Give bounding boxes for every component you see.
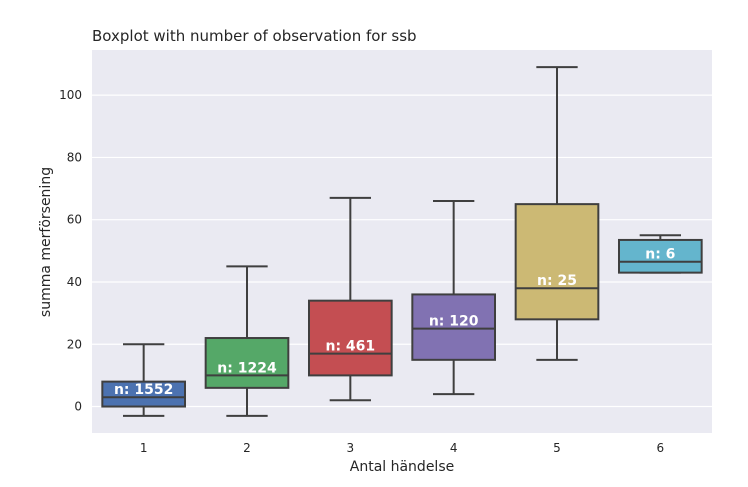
x-tick-label-5: 5	[553, 441, 561, 455]
y-tick-labels: 0 20 40 60 80 100	[59, 88, 82, 413]
n-label-2: n: 1224	[217, 360, 277, 376]
x-axis-label: Antal händelse	[350, 459, 454, 475]
box-4	[411, 200, 497, 396]
n-label-4: n: 120	[429, 314, 479, 330]
y-tick-label-100: 100	[59, 88, 82, 102]
y-tick-label-40: 40	[67, 275, 82, 289]
box-5	[514, 66, 600, 361]
box-1	[101, 343, 186, 417]
y-tick-label-20: 20	[67, 337, 82, 351]
iqr-box-2	[204, 337, 290, 389]
n-label-6: n: 6	[645, 247, 675, 263]
iqr-box-3	[308, 299, 393, 377]
iqr-box-5	[514, 203, 600, 321]
y-tick-label-60: 60	[67, 213, 82, 227]
x-tick-label-6: 6	[657, 441, 665, 455]
x-tick-label-4: 4	[450, 441, 458, 455]
n-label-1: n: 1552	[114, 382, 173, 398]
iqr-box-4	[411, 293, 497, 361]
iqr-box-1	[101, 380, 186, 408]
y-axis-label: summa merförsening	[38, 167, 54, 317]
x-tick-label-2: 2	[243, 441, 251, 455]
y-tick-label-80: 80	[67, 150, 82, 164]
chart-title: Boxplot with number of observation for s…	[92, 27, 417, 45]
plot-background	[92, 50, 712, 433]
x-tick-labels: 1 2 3 4 5 6	[140, 441, 664, 455]
box-6	[618, 234, 703, 274]
box-3	[308, 196, 393, 402]
boxes	[101, 66, 703, 417]
n-label-5: n: 25	[537, 273, 577, 289]
y-tick-label-0: 0	[74, 400, 82, 414]
box-2	[204, 265, 290, 417]
iqr-box-6	[618, 238, 703, 274]
grid-lines	[92, 94, 712, 408]
x-tick-label-3: 3	[347, 441, 355, 455]
n-labels: n: 1552 n: 1224 n: 461 n: 120 n: 25 n: 6	[114, 247, 675, 398]
n-label-3: n: 461	[325, 339, 375, 355]
x-tick-label-1: 1	[140, 441, 148, 455]
